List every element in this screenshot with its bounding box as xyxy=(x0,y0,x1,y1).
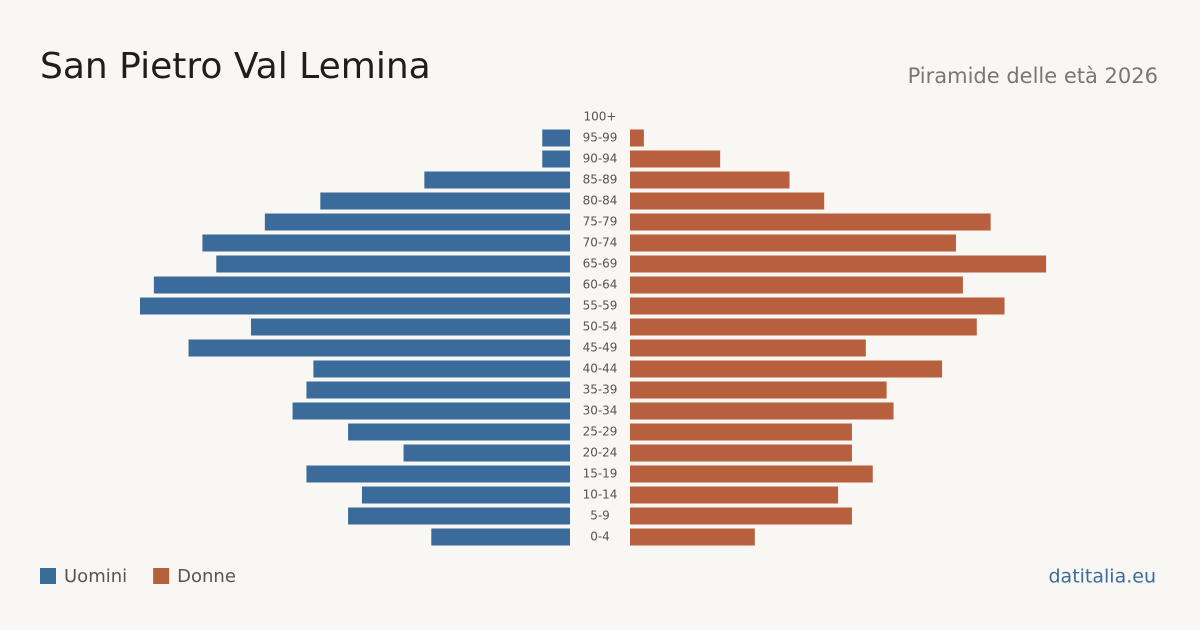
male-bar xyxy=(292,402,570,420)
female-bar xyxy=(630,360,943,378)
age-label: 5-9 xyxy=(590,509,610,523)
age-label: 90-94 xyxy=(583,152,618,166)
male-bar xyxy=(306,465,570,483)
age-label: 0-4 xyxy=(590,530,610,544)
female-bar xyxy=(630,528,755,546)
male-bar xyxy=(202,234,570,252)
age-label: 85-89 xyxy=(583,173,618,187)
chart-title: San Pietro Val Lemina xyxy=(40,46,431,87)
female-bar xyxy=(630,339,866,357)
male-bar xyxy=(348,507,570,525)
female-bar xyxy=(630,129,644,147)
male-bar xyxy=(320,192,570,210)
male-bar xyxy=(542,150,570,168)
male-bar xyxy=(424,171,570,189)
legend-swatch xyxy=(153,568,170,584)
age-label: 45-49 xyxy=(583,341,618,355)
female-bar xyxy=(630,276,963,294)
legend-label: Uomini xyxy=(64,566,127,587)
female-bar xyxy=(630,192,825,210)
female-bar xyxy=(630,171,790,189)
female-bar xyxy=(630,255,1047,273)
female-bar xyxy=(630,444,852,462)
age-label: 10-14 xyxy=(583,488,618,502)
age-label: 75-79 xyxy=(583,215,618,229)
male-bar xyxy=(250,318,570,336)
male-bar xyxy=(361,486,570,504)
male-bar xyxy=(542,129,570,147)
age-label: 15-19 xyxy=(583,467,618,481)
age-label: 95-99 xyxy=(583,131,618,145)
age-label: 50-54 xyxy=(583,320,618,334)
female-bar xyxy=(630,423,852,441)
male-bar xyxy=(153,276,570,294)
female-bar xyxy=(630,213,991,231)
age-label: 65-69 xyxy=(583,257,618,271)
legend-swatch xyxy=(40,568,56,584)
age-label: 60-64 xyxy=(583,278,618,292)
chart-subtitle: Piramide delle età 2026 xyxy=(908,64,1158,88)
source: datitalia.eu xyxy=(1049,566,1157,588)
age-label: 35-39 xyxy=(583,383,618,397)
age-label: 20-24 xyxy=(583,446,618,460)
age-label: 55-59 xyxy=(583,299,618,313)
male-bar xyxy=(431,528,570,546)
age-label: 100+ xyxy=(584,110,617,124)
age-label: 80-84 xyxy=(583,194,618,208)
age-label: 30-34 xyxy=(583,404,618,418)
male-bar xyxy=(188,339,570,357)
age-label: 70-74 xyxy=(583,236,618,250)
male-bar xyxy=(216,255,570,273)
female-bar xyxy=(630,234,956,252)
female-bar xyxy=(630,465,873,483)
legend-label: Donne xyxy=(177,566,236,587)
female-bar xyxy=(630,402,894,420)
male-bar xyxy=(348,423,570,441)
female-bar xyxy=(630,381,887,399)
male-bar xyxy=(140,297,570,315)
age-label: 25-29 xyxy=(583,425,618,439)
male-bar xyxy=(403,444,570,462)
male-bar xyxy=(306,381,570,399)
female-bar xyxy=(630,507,852,525)
male-bar xyxy=(264,213,570,231)
age-label: 40-44 xyxy=(583,362,618,376)
male-bar xyxy=(313,360,570,378)
female-bar xyxy=(630,150,721,168)
female-bar xyxy=(630,486,839,504)
female-bar xyxy=(630,318,977,336)
female-bar xyxy=(630,297,1005,315)
